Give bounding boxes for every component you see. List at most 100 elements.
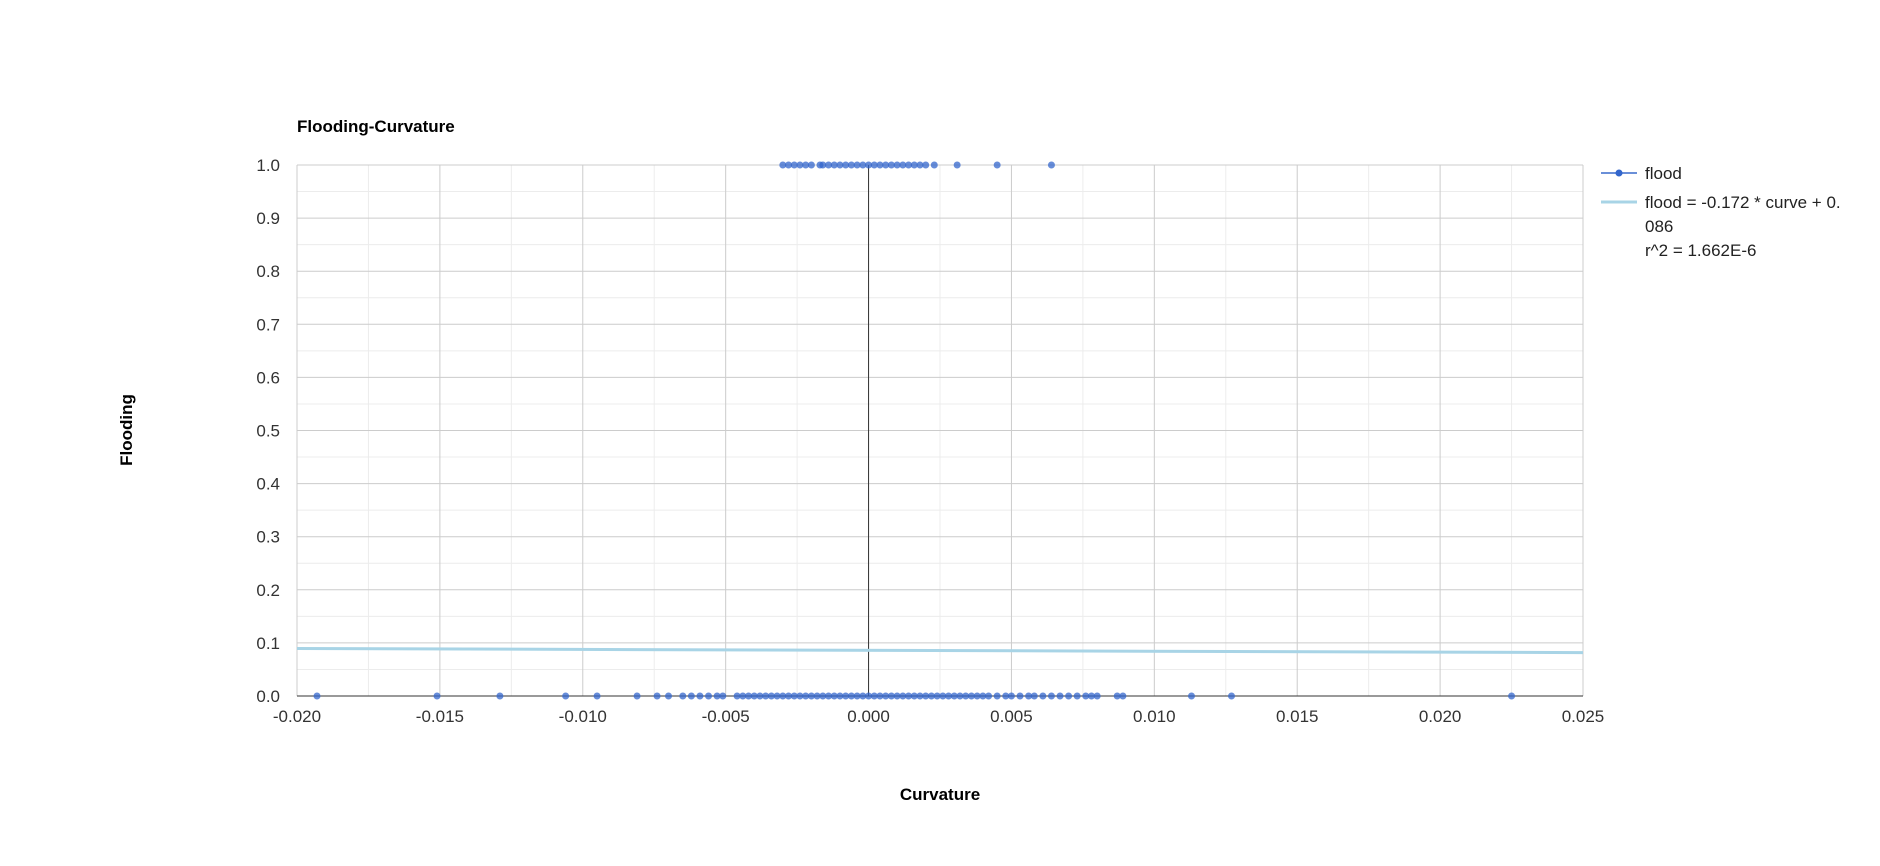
data-point-flood: [933, 692, 941, 700]
data-point-flood: [910, 692, 918, 700]
data-point-flood: [1508, 692, 1516, 700]
y-tick-label: 0.8: [256, 262, 280, 281]
data-point-flood: [899, 692, 907, 700]
y-tick-label: 0.6: [256, 368, 280, 387]
points-layer: [313, 161, 1516, 700]
trendline: [296, 647, 1584, 655]
data-point-flood: [905, 692, 913, 700]
legend-label-trendline-line1: flood = -0.172 * curve + 0.: [1645, 193, 1841, 212]
x-tick-label: 0.010: [1133, 707, 1176, 726]
data-point-flood: [887, 692, 895, 700]
data-point-flood: [745, 692, 753, 700]
y-tick-label: 0.7: [256, 315, 280, 334]
data-point-flood: [1113, 692, 1121, 700]
data-point-flood: [1047, 161, 1055, 169]
data-point-flood: [1073, 692, 1081, 700]
data-point-flood: [865, 692, 873, 700]
data-point-flood: [836, 692, 844, 700]
data-point-flood: [785, 161, 793, 169]
legend-marker-flood: [1615, 169, 1623, 177]
data-point-flood: [887, 161, 895, 169]
data-point-flood: [433, 692, 441, 700]
data-point-flood: [802, 692, 810, 700]
x-tick-label: 0.025: [1562, 707, 1605, 726]
data-point-flood: [593, 692, 601, 700]
y-tick-label: 0.2: [256, 581, 280, 600]
data-point-flood: [779, 161, 787, 169]
data-point-flood: [899, 161, 907, 169]
data-point-flood: [962, 692, 970, 700]
data-point-flood: [756, 692, 764, 700]
data-point-flood: [1056, 692, 1064, 700]
data-point-flood: [916, 161, 924, 169]
data-point-flood: [842, 161, 850, 169]
data-point-flood: [1187, 692, 1195, 700]
data-point-flood: [1227, 692, 1235, 700]
data-point-flood: [842, 692, 850, 700]
data-point-flood: [922, 692, 930, 700]
data-point-flood: [893, 692, 901, 700]
data-point-flood: [882, 692, 890, 700]
data-point-flood: [790, 692, 798, 700]
data-point-flood: [916, 692, 924, 700]
data-point-flood: [665, 692, 673, 700]
data-point-flood: [790, 161, 798, 169]
x-tick-label: -0.005: [702, 707, 750, 726]
data-point-flood: [993, 161, 1001, 169]
y-axis-title: Flooding: [117, 394, 136, 466]
x-tick-label: -0.015: [416, 707, 464, 726]
data-point-flood: [496, 692, 504, 700]
data-point-flood: [847, 161, 855, 169]
data-point-flood: [939, 692, 947, 700]
data-point-flood: [910, 161, 918, 169]
data-point-flood: [1047, 692, 1055, 700]
data-point-flood: [562, 692, 570, 700]
data-point-flood: [1093, 692, 1101, 700]
data-point-flood: [719, 692, 727, 700]
data-point-flood: [953, 161, 961, 169]
data-point-flood: [859, 161, 867, 169]
data-point-flood: [1065, 692, 1073, 700]
data-point-flood: [1039, 692, 1047, 700]
data-point-flood: [836, 161, 844, 169]
data-point-flood: [893, 161, 901, 169]
data-point-flood: [922, 161, 930, 169]
data-point-flood: [979, 692, 987, 700]
data-point-flood: [950, 692, 958, 700]
data-point-flood: [713, 692, 721, 700]
data-point-flood: [802, 161, 810, 169]
data-point-flood: [993, 692, 1001, 700]
data-point-flood: [905, 161, 913, 169]
data-point-flood: [870, 161, 878, 169]
major-gridlines: [296, 164, 1584, 697]
data-point-flood: [945, 692, 953, 700]
data-point-flood: [813, 692, 821, 700]
data-point-flood: [819, 161, 827, 169]
data-point-flood: [876, 692, 884, 700]
data-point-flood: [985, 692, 993, 700]
data-point-flood: [762, 692, 770, 700]
data-point-flood: [687, 692, 695, 700]
data-point-flood: [767, 692, 775, 700]
data-point-flood: [1087, 692, 1095, 700]
data-point-flood: [927, 692, 935, 700]
data-point-flood: [653, 692, 661, 700]
data-point-flood: [796, 692, 804, 700]
legend-item-trendline[interactable]: flood = -0.172 * curve + 0. 086 r^2 = 1.…: [1601, 193, 1841, 260]
data-point-flood: [739, 692, 747, 700]
x-axis-title: Curvature: [900, 785, 980, 804]
x-tick-label: 0.020: [1419, 707, 1462, 726]
x-tick-label: -0.010: [559, 707, 607, 726]
trendline-layer: [296, 647, 1584, 655]
data-point-flood: [313, 692, 321, 700]
data-point-flood: [853, 161, 861, 169]
legend-item-flood[interactable]: flood: [1601, 164, 1682, 183]
y-tick-label: 0.3: [256, 528, 280, 547]
data-point-flood: [853, 692, 861, 700]
x-tick-label: 0.005: [990, 707, 1033, 726]
data-point-flood: [633, 692, 641, 700]
data-point-flood: [1016, 692, 1024, 700]
data-point-flood: [830, 161, 838, 169]
